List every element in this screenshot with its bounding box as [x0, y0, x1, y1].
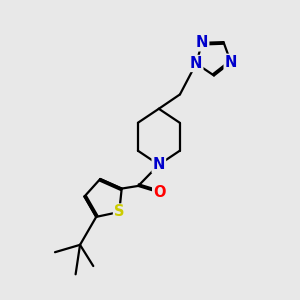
Text: N: N — [153, 157, 165, 172]
Text: S: S — [114, 205, 124, 220]
Text: N: N — [225, 55, 237, 70]
Text: O: O — [153, 185, 166, 200]
Text: N: N — [190, 56, 202, 71]
Text: N: N — [196, 35, 208, 50]
